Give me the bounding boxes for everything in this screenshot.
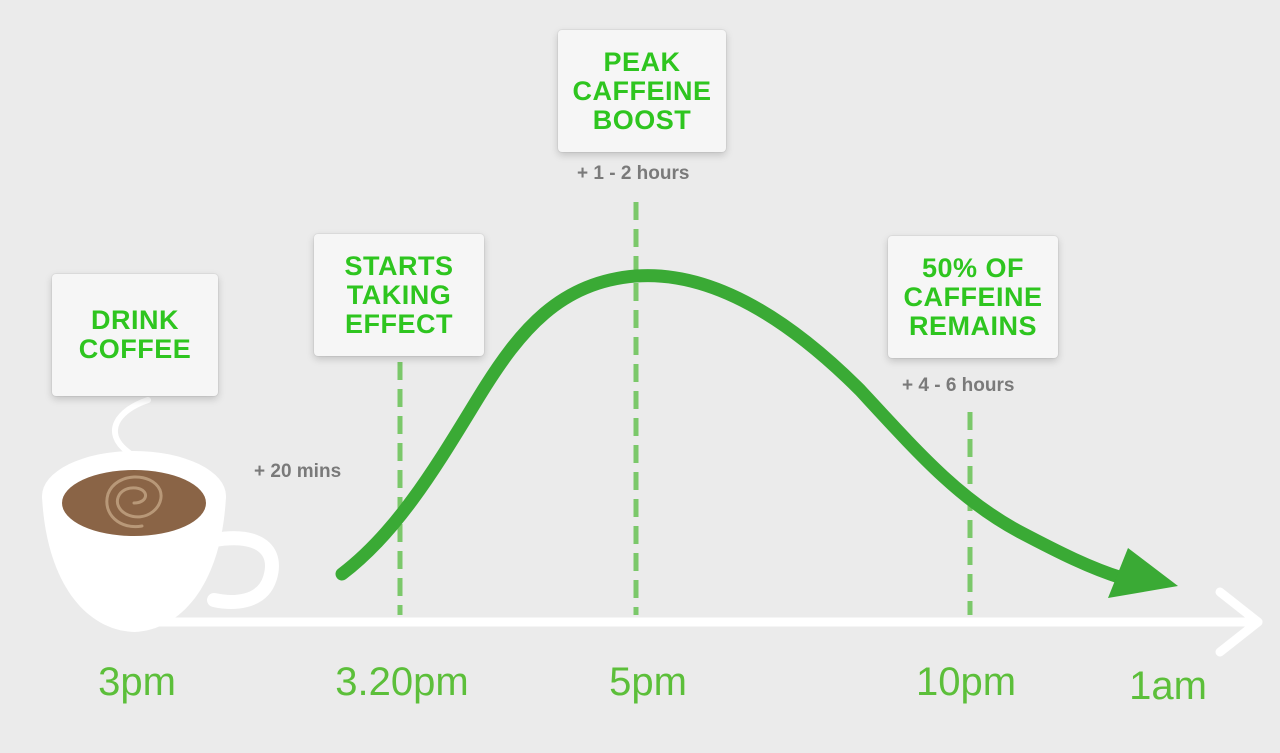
time-label-1am: 1am [1129,664,1207,708]
sign-peak-label: PEAK CAFFEINE BOOST [572,46,712,135]
time-label-3pm: 3pm [98,660,176,704]
time-label-5pm: 5pm [609,660,687,704]
coffee-cup-icon [42,451,279,632]
sign-starts-taking-effect: STARTS TAKING EFFECT [314,234,484,356]
sign-drink-coffee-label: DRINK COFFEE [78,305,192,364]
sign-half-caffeine-remains: 50% OF CAFFEINE REMAINS [888,236,1058,358]
sign-peak-caffeine-boost: PEAK CAFFEINE BOOST [558,30,726,152]
note-twenty-mins: + 20 mins [254,461,342,482]
sign-drink-coffee: DRINK COFFEE [52,274,218,396]
sign-half-label: 50% OF CAFFEINE REMAINS [903,252,1043,341]
caffeine-curve [335,269,1129,585]
time-label-320pm: 3.20pm [335,660,469,704]
timeline-arrow-icon [155,587,1263,657]
note-peak-duration: + 1 - 2 hours [577,163,690,184]
time-label-10pm: 10pm [915,660,1017,704]
note-half-duration: + 4 - 6 hours [902,375,1015,396]
sign-starts-label: STARTS TAKING EFFECT [344,250,454,339]
curve-arrowhead [1108,548,1178,598]
